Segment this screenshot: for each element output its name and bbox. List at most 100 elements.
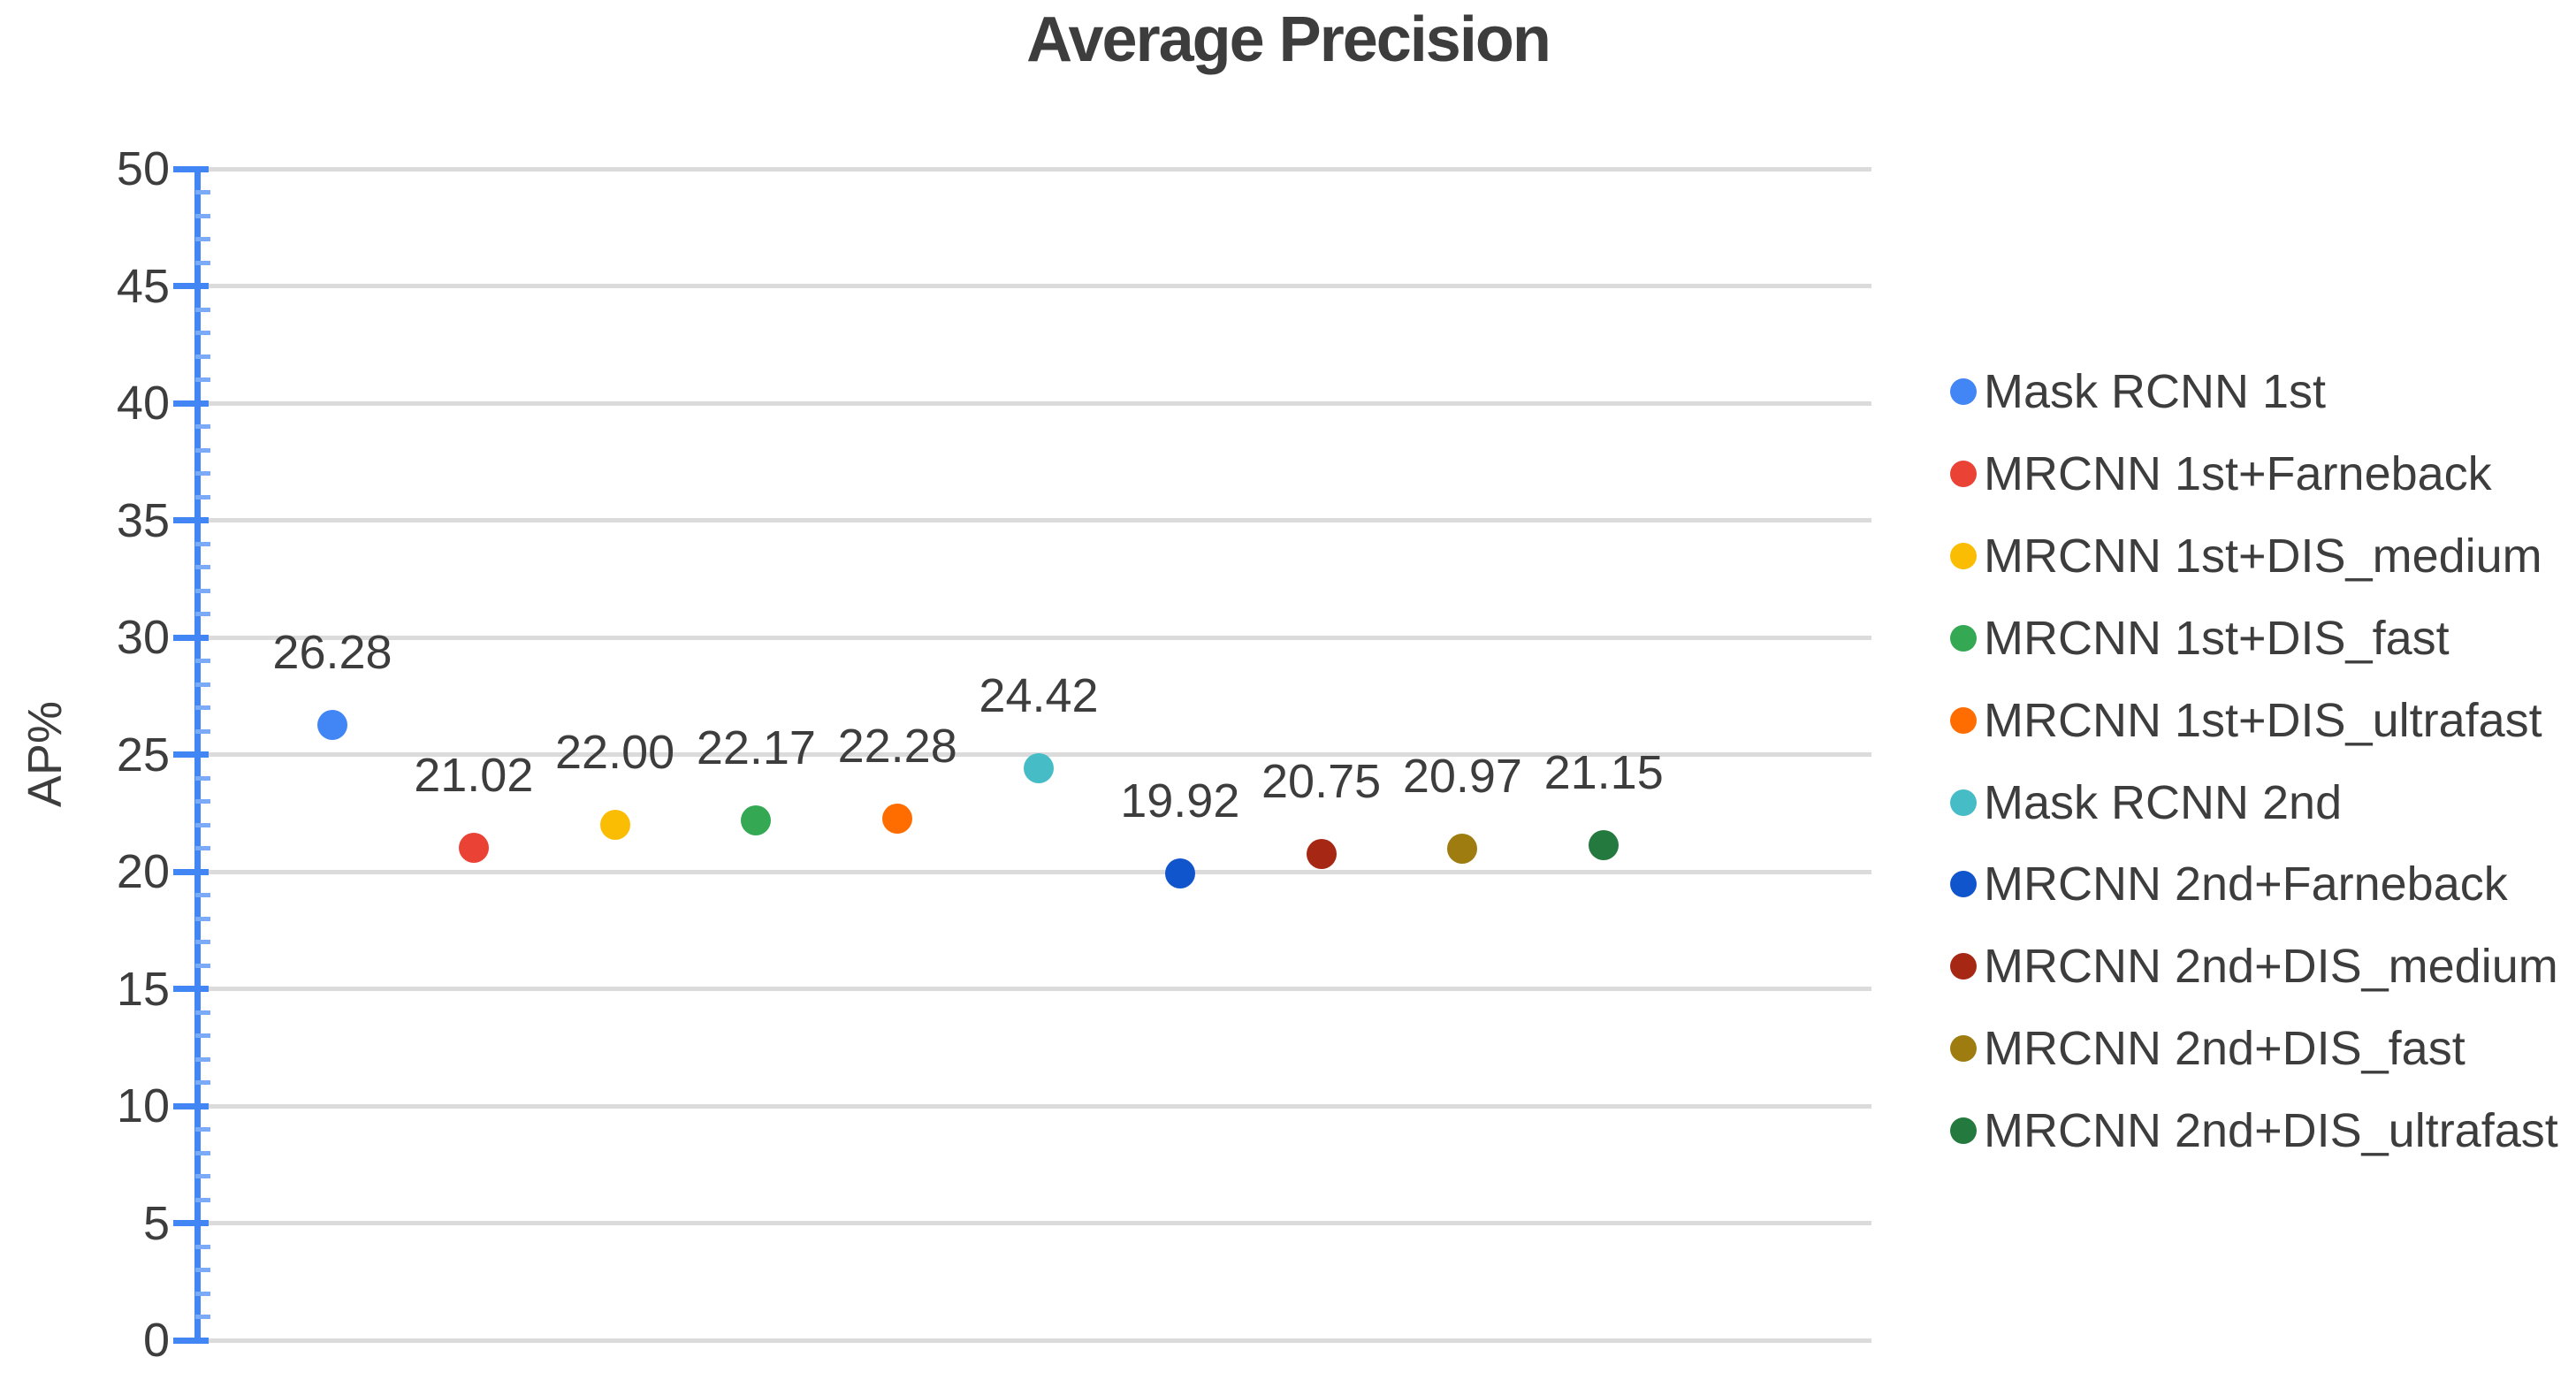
- y-axis-major-tick: [173, 517, 209, 523]
- data-point-6: [1024, 752, 1054, 783]
- legend-marker-icon: [1950, 624, 1977, 652]
- legend-label: MRCNN 2nd+DIS_fast: [1984, 1022, 2465, 1076]
- y-axis-tick-label: 15: [116, 962, 170, 1016]
- legend-marker-icon: [1950, 460, 1977, 487]
- legend-item: MRCNN 1st+DIS_medium: [1950, 530, 2542, 583]
- data-point-label: 20.75: [1261, 755, 1382, 809]
- data-point-label: 21.15: [1543, 745, 1664, 799]
- legend-label: MRCNN 1st+DIS_medium: [1984, 529, 2542, 583]
- y-axis-major-tick: [173, 868, 209, 875]
- y-axis-minor-tick: [195, 916, 210, 921]
- legend-label: MRCNN 1st+DIS_ultrafast: [1984, 693, 2542, 747]
- y-axis-tick-label: 10: [116, 1079, 170, 1132]
- legend-marker-icon: [1950, 706, 1977, 734]
- y-axis-minor-tick: [195, 213, 210, 218]
- y-gridline: [195, 400, 1871, 406]
- y-axis-minor-tick: [195, 1010, 210, 1015]
- y-axis-major-tick: [173, 1102, 209, 1109]
- y-axis-tick-label: 30: [116, 611, 170, 664]
- legend-label: Mask RCNN 1st: [1984, 365, 2327, 418]
- legend-item: Mask RCNN 2nd: [1950, 776, 2342, 829]
- y-axis-minor-tick: [195, 447, 210, 453]
- data-point-label: 20.97: [1402, 750, 1522, 804]
- data-point-4: [741, 805, 772, 836]
- y-axis-minor-tick: [195, 1268, 210, 1272]
- legend-item: MRCNN 2nd+DIS_medium: [1950, 940, 2558, 993]
- y-axis-tick-label: 45: [116, 259, 170, 313]
- data-point-label: 21.02: [414, 748, 534, 802]
- legend-label: Mask RCNN 2nd: [1984, 775, 2343, 829]
- data-point-label: 24.42: [979, 668, 1099, 722]
- y-axis-minor-tick: [195, 963, 210, 968]
- y-axis-tick-label: 35: [116, 493, 170, 547]
- legend-item: MRCNN 2nd+Farneback: [1950, 858, 2508, 911]
- legend-item: MRCNN 2nd+DIS_ultrafast: [1950, 1104, 2558, 1157]
- y-axis-major-tick: [173, 986, 209, 992]
- y-axis-major-tick: [173, 751, 209, 758]
- legend-item: MRCNN 1st+DIS_fast: [1950, 612, 2450, 665]
- y-axis-tick-label: 0: [142, 1314, 170, 1367]
- y-axis-minor-tick: [195, 1174, 210, 1178]
- y-gridline: [195, 869, 1871, 874]
- y-axis-minor-tick: [195, 354, 210, 359]
- y-axis-minor-tick: [195, 565, 210, 569]
- y-axis-minor-tick: [195, 424, 210, 429]
- y-axis-minor-tick: [195, 1291, 210, 1296]
- y-axis-minor-tick: [195, 799, 210, 804]
- legend-marker-icon: [1950, 542, 1977, 569]
- data-point-2: [458, 832, 489, 863]
- data-point-8: [1306, 839, 1337, 870]
- y-axis-minor-tick: [195, 893, 210, 897]
- y-axis-major-tick: [173, 400, 209, 407]
- y-axis-minor-tick: [195, 1244, 210, 1249]
- data-point-1: [317, 709, 347, 740]
- legend-label: MRCNN 2nd+DIS_medium: [1984, 940, 2558, 994]
- y-axis-minor-tick: [195, 377, 210, 382]
- legend-label: MRCNN 1st+DIS_fast: [1984, 611, 2450, 665]
- legend-marker-icon: [1950, 789, 1977, 816]
- y-axis-major-tick: [173, 165, 209, 172]
- y-axis-minor-tick: [195, 1127, 210, 1132]
- chart-title: Average Precision: [1026, 4, 1551, 75]
- y-gridline: [195, 1103, 1871, 1109]
- y-gridline: [195, 284, 1871, 288]
- y-axis-minor-tick: [195, 659, 210, 663]
- legend-item: MRCNN 2nd+DIS_fast: [1950, 1022, 2465, 1075]
- legend-marker-icon: [1950, 1117, 1977, 1145]
- y-axis-major-tick: [173, 1337, 209, 1344]
- y-gridline: [195, 1221, 1871, 1225]
- y-axis-tick-label: 20: [116, 845, 170, 898]
- y-axis-minor-tick: [195, 190, 210, 194]
- y-axis-minor-tick: [195, 1080, 210, 1085]
- y-axis-minor-tick: [195, 331, 210, 335]
- data-point-9: [1447, 834, 1478, 865]
- legend-marker-icon: [1950, 378, 1977, 405]
- y-axis-minor-tick: [195, 588, 210, 593]
- y-gridline: [195, 635, 1871, 640]
- y-axis-minor-tick: [195, 1315, 210, 1319]
- y-axis-minor-tick: [195, 705, 210, 710]
- data-point-7: [1164, 858, 1195, 889]
- legend-item: MRCNN 1st+DIS_ultrafast: [1950, 694, 2542, 747]
- y-axis-major-tick: [173, 634, 209, 641]
- data-point-label: 26.28: [272, 625, 392, 679]
- y-axis-minor-tick: [195, 1197, 210, 1202]
- y-axis-tick-label: 5: [142, 1196, 170, 1250]
- legend-label: MRCNN 2nd+DIS_ultrafast: [1984, 1104, 2558, 1158]
- y-axis-tick-label: 50: [116, 142, 170, 195]
- y-axis-minor-tick: [195, 1150, 210, 1155]
- legend-item: MRCNN 1st+Farneback: [1950, 447, 2492, 500]
- data-point-label: 19.92: [1120, 774, 1240, 828]
- y-axis-minor-tick: [195, 260, 210, 265]
- y-gridline: [195, 1338, 1871, 1343]
- y-axis-major-tick: [173, 283, 209, 289]
- y-axis-minor-tick: [195, 541, 210, 546]
- y-axis-minor-tick: [195, 775, 210, 781]
- y-axis-minor-tick: [195, 728, 210, 734]
- legend-marker-icon: [1950, 871, 1977, 898]
- y-axis-minor-tick: [195, 682, 210, 687]
- legend-marker-icon: [1950, 953, 1977, 980]
- y-axis-minor-tick: [195, 822, 210, 827]
- legend-marker-icon: [1950, 1035, 1977, 1063]
